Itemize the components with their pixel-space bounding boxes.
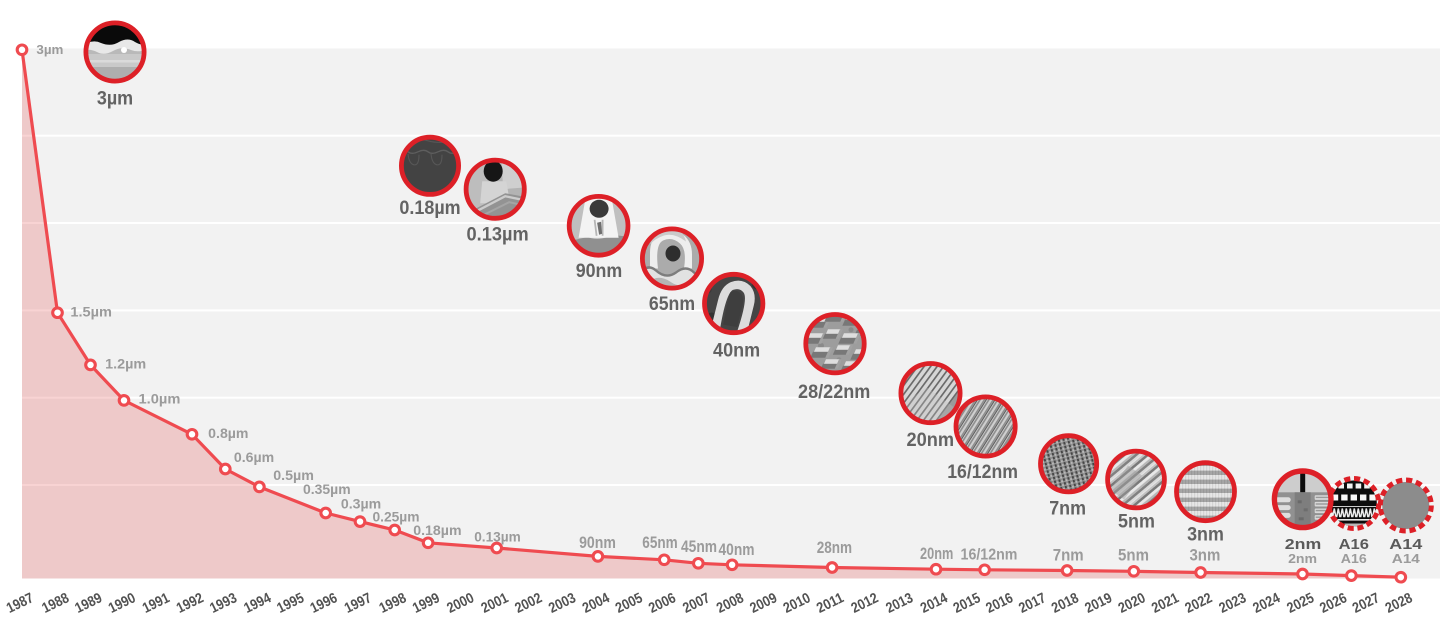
- svg-text:0.8µm: 0.8µm: [208, 425, 248, 441]
- svg-text:A16: A16: [1341, 552, 1367, 566]
- svg-text:0.5µm: 0.5µm: [273, 467, 314, 483]
- svg-text:5nm: 5nm: [1118, 546, 1149, 565]
- svg-text:16/12nm: 16/12nm: [961, 547, 1018, 564]
- svg-text:A16: A16: [1339, 536, 1369, 553]
- svg-text:90nm: 90nm: [579, 533, 616, 552]
- svg-text:A14: A14: [1389, 536, 1423, 553]
- svg-text:28nm: 28nm: [817, 538, 852, 557]
- svg-text:5nm: 5nm: [1118, 511, 1155, 533]
- svg-text:A14: A14: [1392, 552, 1420, 566]
- svg-text:0.35µm: 0.35µm: [303, 481, 351, 497]
- svg-text:3µm: 3µm: [36, 42, 63, 57]
- svg-text:0.6µm: 0.6µm: [234, 449, 274, 465]
- svg-text:16/12nm: 16/12nm: [947, 461, 1018, 483]
- svg-text:3nm: 3nm: [1187, 524, 1224, 546]
- svg-text:2nm: 2nm: [1288, 552, 1317, 566]
- svg-text:0.13µm: 0.13µm: [474, 529, 521, 545]
- svg-text:0.18µm: 0.18µm: [413, 522, 461, 538]
- svg-text:1.5µm: 1.5µm: [70, 304, 112, 320]
- svg-text:28/22nm: 28/22nm: [798, 381, 870, 403]
- svg-text:40nm: 40nm: [713, 340, 760, 362]
- svg-text:0.25µm: 0.25µm: [372, 509, 419, 525]
- svg-text:3µm: 3µm: [97, 88, 133, 110]
- svg-text:40nm: 40nm: [719, 540, 755, 559]
- svg-text:7nm: 7nm: [1049, 498, 1086, 520]
- svg-text:65nm: 65nm: [642, 533, 677, 552]
- svg-text:0.13µm: 0.13µm: [467, 224, 529, 246]
- svg-text:20nm: 20nm: [907, 429, 955, 451]
- svg-text:20nm: 20nm: [920, 544, 953, 563]
- svg-text:7nm: 7nm: [1053, 546, 1084, 565]
- svg-text:1.0µm: 1.0µm: [139, 391, 181, 407]
- svg-text:45nm: 45nm: [681, 537, 717, 556]
- svg-text:0.3µm: 0.3µm: [341, 496, 381, 512]
- svg-text:1.2µm: 1.2µm: [105, 356, 146, 372]
- svg-text:3nm: 3nm: [1189, 546, 1220, 565]
- svg-text:2nm: 2nm: [1285, 536, 1322, 553]
- svg-text:90nm: 90nm: [576, 260, 623, 282]
- svg-text:0.18µm: 0.18µm: [399, 197, 460, 219]
- svg-text:65nm: 65nm: [649, 293, 695, 315]
